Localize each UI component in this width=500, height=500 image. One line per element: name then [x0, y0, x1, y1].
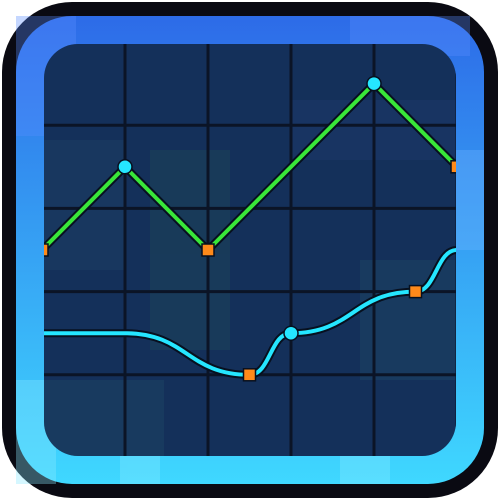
- chart-background: [44, 44, 456, 456]
- data-point-square-marker: [242, 368, 257, 382]
- screen-shade-blocks: [44, 100, 456, 456]
- data-point-square-marker: [450, 160, 456, 174]
- data-point-square-marker: [44, 243, 49, 257]
- chart-screen: [44, 44, 456, 456]
- data-point-square-marker: [201, 243, 215, 257]
- data-point-circle-marker: [366, 75, 382, 92]
- data-point-square-marker: [408, 284, 423, 299]
- data-point-circle-marker: [283, 325, 299, 341]
- chart-markers: [44, 75, 456, 382]
- data-point-circle-marker: [117, 159, 133, 175]
